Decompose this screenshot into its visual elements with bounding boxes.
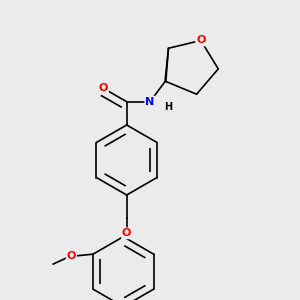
- Text: O: O: [99, 83, 108, 93]
- Text: H: H: [164, 102, 172, 112]
- Text: O: O: [196, 35, 206, 46]
- Text: O: O: [122, 228, 131, 238]
- Text: N: N: [146, 97, 154, 107]
- Text: O: O: [67, 251, 76, 261]
